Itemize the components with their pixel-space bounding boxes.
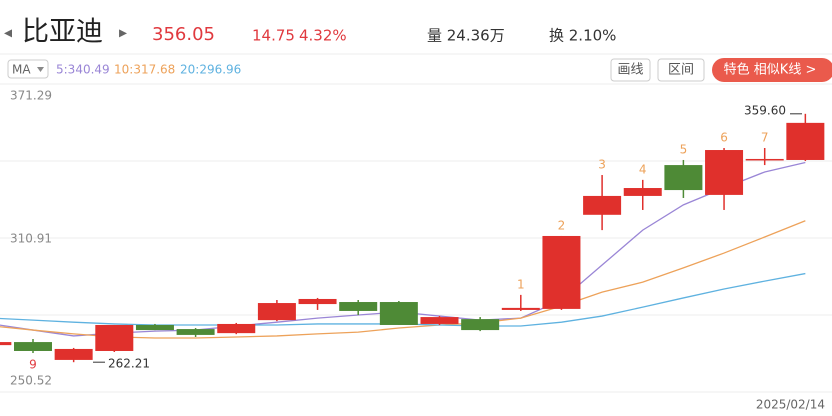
ma20: 20:296.96: [180, 63, 241, 77]
candle-body: [176, 329, 215, 335]
price: 356.05: [152, 24, 215, 45]
candle-body: [461, 319, 500, 331]
candle-body: [583, 195, 622, 215]
y-tick-label: 371.29: [10, 89, 52, 103]
change: 14.75: [252, 27, 295, 45]
candle-body: [542, 235, 581, 309]
candle-body: [14, 342, 52, 351]
candle-body: [705, 150, 744, 195]
day-label: 5: [680, 142, 688, 156]
candle-body: [420, 317, 459, 324]
candle-body: [623, 188, 662, 196]
day-label: 7: [761, 130, 769, 144]
prev-stock[interactable]: ◂: [4, 23, 12, 42]
day-label: 6: [720, 130, 728, 144]
y-tick-label: 310.91: [10, 231, 52, 245]
change-pct: 4.32%: [299, 27, 347, 45]
ma-label: MA: [12, 63, 31, 77]
candle-body: [786, 122, 825, 160]
volume: 量 24.36万: [427, 27, 505, 45]
stock-name: 比亚迪: [22, 17, 103, 48]
candle-body: [339, 302, 378, 311]
feature-button[interactable]: [712, 58, 832, 82]
day-label: 2: [558, 218, 566, 232]
dropdown-arrow: [37, 67, 44, 72]
draw-button-label: 画线: [617, 63, 643, 78]
ma-select[interactable]: [7, 59, 49, 79]
max-label: 359.60: [744, 103, 786, 117]
draw-button[interactable]: [610, 58, 651, 82]
range-button-label: 区间: [668, 63, 694, 78]
ma10: 10:317.68: [114, 63, 175, 77]
candle-body: [54, 348, 93, 360]
day-label: 4: [639, 162, 647, 176]
candle-body: [379, 302, 418, 325]
candle-body: [217, 323, 256, 334]
y-tick-label: 250.52: [10, 374, 52, 388]
candle-body: [257, 303, 296, 321]
turnover: 换 2.10%: [549, 27, 616, 45]
candle-body: [0, 342, 12, 346]
candle-body: [298, 298, 337, 305]
ma5: 5:340.49: [56, 63, 110, 77]
next-stock[interactable]: ▸: [119, 23, 127, 42]
candle-body: [95, 324, 134, 351]
candle-body: [135, 324, 174, 331]
candle-body: [501, 307, 540, 310]
range-button[interactable]: [657, 58, 705, 82]
day-label: 9: [29, 358, 37, 372]
feature-button-label: 特色 相似K线 >: [724, 62, 817, 78]
min-label: 262.21: [108, 357, 150, 371]
candle-body: [745, 158, 784, 161]
plot-area: 371.29310.91250.52891234567359.60262.212…: [0, 83, 832, 412]
day-label: 3: [598, 158, 606, 172]
candle-body: [664, 165, 703, 191]
day-label: 1: [517, 277, 525, 291]
date-label: 2025/02/14: [756, 398, 825, 412]
